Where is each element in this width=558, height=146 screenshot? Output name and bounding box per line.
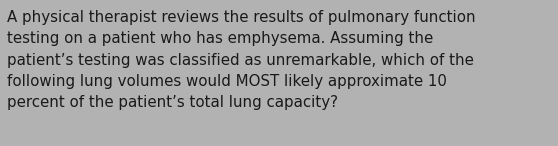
Text: A physical therapist reviews the results of pulmonary function
testing on a pati: A physical therapist reviews the results… [7,10,476,110]
